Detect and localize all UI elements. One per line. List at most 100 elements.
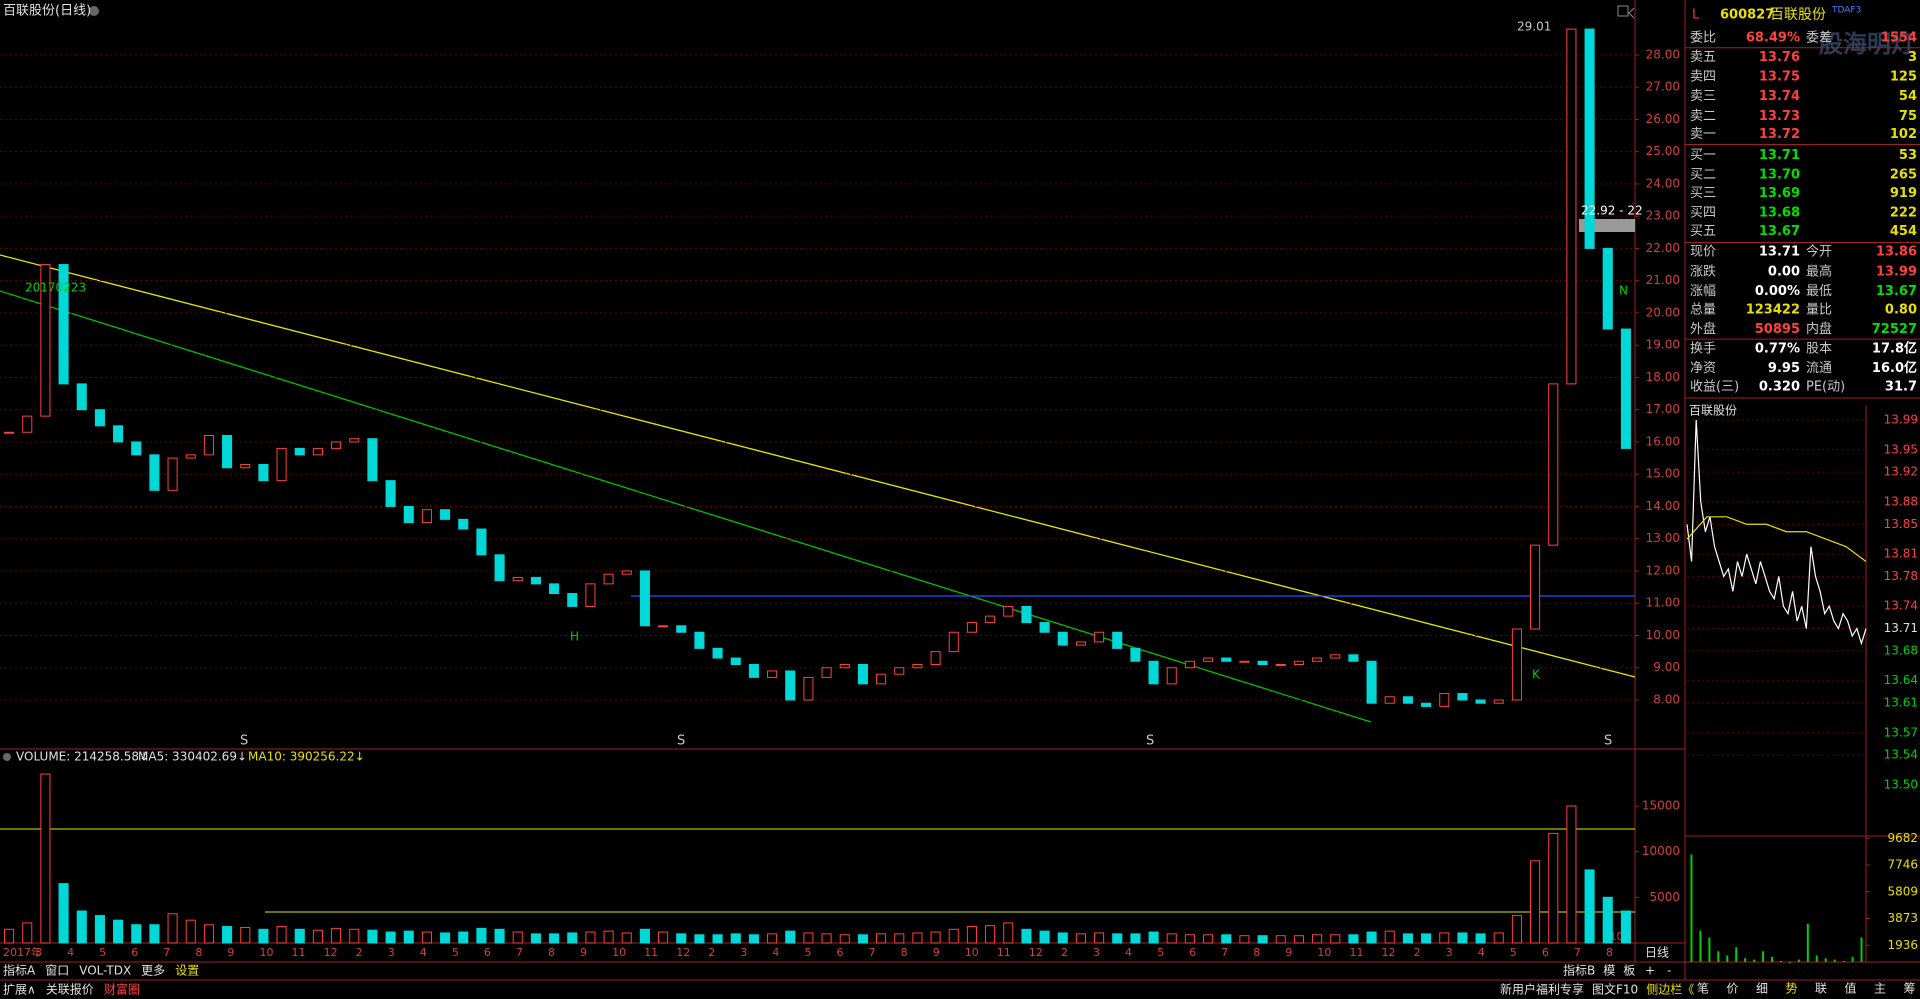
quote-label: 涨跌 bbox=[1690, 263, 1716, 279]
y-tick-label: 13.78 bbox=[1884, 569, 1918, 583]
quote-value: 13.74 bbox=[1759, 89, 1800, 104]
candle bbox=[421, 509, 432, 524]
candle bbox=[1166, 667, 1177, 685]
toolbar-button[interactable]: 指标B bbox=[1563, 963, 1595, 978]
nav-icon[interactable] bbox=[1617, 5, 1629, 17]
toolbar-button[interactable]: 扩展∧ bbox=[3, 983, 36, 997]
volume-bar bbox=[185, 919, 196, 944]
toolbar-button[interactable]: 设置 bbox=[175, 964, 199, 978]
y-tick-label: 9.00 bbox=[1653, 660, 1680, 674]
volume-bar bbox=[1075, 933, 1086, 944]
y-tick-label: 14.00 bbox=[1646, 499, 1680, 513]
side-tab[interactable]: 势 bbox=[1786, 982, 1798, 996]
side-tab[interactable]: 联 bbox=[1815, 982, 1827, 996]
candle bbox=[912, 663, 923, 669]
side-tab[interactable]: 价 bbox=[1727, 982, 1739, 996]
candle bbox=[1348, 654, 1359, 662]
signal-s: S bbox=[1604, 734, 1612, 749]
quote-value: 50895 bbox=[1755, 322, 1800, 337]
candle bbox=[512, 576, 523, 582]
quote-value: 13.71 bbox=[1759, 148, 1800, 163]
volume-bar bbox=[803, 932, 814, 944]
toolbar-button[interactable]: 模 bbox=[1603, 964, 1615, 978]
toolbar-button[interactable]: 更多 bbox=[141, 964, 165, 978]
quote-label: 今开 bbox=[1806, 244, 1832, 260]
volume-bar bbox=[131, 924, 142, 944]
candle bbox=[621, 570, 632, 575]
annotation: 20170223 bbox=[25, 281, 86, 295]
side-tab[interactable]: 筹 bbox=[1904, 982, 1916, 996]
zoom-button[interactable]: - bbox=[1667, 964, 1671, 978]
watermark: 股海明灯 bbox=[1819, 30, 1915, 58]
volume-bar bbox=[349, 928, 360, 944]
title-icon[interactable] bbox=[89, 6, 99, 16]
candle bbox=[966, 622, 977, 633]
volume-bar bbox=[894, 933, 905, 944]
side-tab[interactable]: 主 bbox=[1874, 982, 1886, 996]
quote-label: 涨幅 bbox=[1690, 284, 1716, 299]
x-tick-label: 2 bbox=[356, 946, 363, 959]
side-tab[interactable]: 笔 bbox=[1697, 981, 1709, 996]
x-tick-label: 2 bbox=[1414, 946, 1421, 959]
quote-value: 53 bbox=[1899, 148, 1917, 163]
candle bbox=[1130, 647, 1141, 662]
y-tick-label: 13.95 bbox=[1884, 442, 1918, 456]
volume-legend: MA5: 330402.69↓ bbox=[138, 750, 247, 764]
toolbar-button[interactable]: 指标A bbox=[3, 963, 36, 978]
y-tick-label: 13.81 bbox=[1884, 547, 1918, 561]
volume-bar bbox=[1530, 860, 1541, 944]
x-tick-label: 10 bbox=[259, 946, 273, 959]
volume-bar bbox=[40, 773, 51, 944]
candle bbox=[294, 447, 305, 456]
toolbar-button[interactable]: 板 bbox=[1623, 964, 1635, 978]
volume-bar bbox=[1112, 933, 1123, 944]
volume-bar bbox=[312, 929, 323, 944]
legend-icon[interactable] bbox=[3, 753, 11, 761]
toolbar-button[interactable]: 财富圈 bbox=[104, 982, 140, 997]
candle bbox=[494, 554, 505, 582]
candle bbox=[476, 528, 487, 556]
y-tick-label: 3873 bbox=[1887, 911, 1918, 925]
candle bbox=[876, 673, 887, 685]
tag: TDAF3 bbox=[1831, 6, 1861, 16]
quote-label: 股本 bbox=[1806, 341, 1832, 356]
candle bbox=[803, 676, 814, 701]
volume-bar bbox=[712, 934, 723, 944]
intraday-volume-bar bbox=[1797, 959, 1800, 962]
toolbar-button[interactable]: 侧边栏《 bbox=[1646, 982, 1694, 997]
zoom-button[interactable]: + bbox=[1645, 964, 1655, 978]
toolbar-button[interactable]: 关联报价 bbox=[46, 982, 94, 997]
y-tick-label: 1936 bbox=[1887, 938, 1918, 952]
quote-value: 9.95 bbox=[1768, 361, 1800, 376]
volume-bar bbox=[1602, 896, 1613, 944]
period-label[interactable]: 日线 bbox=[1645, 946, 1669, 960]
x-tick-label: 9 bbox=[1285, 946, 1292, 959]
volume-bar bbox=[676, 933, 687, 944]
side-tab[interactable]: 细 bbox=[1756, 982, 1768, 996]
candle bbox=[203, 434, 214, 456]
toolbar-button[interactable]: 窗口 bbox=[45, 964, 69, 978]
candle bbox=[1184, 660, 1195, 669]
candle bbox=[1602, 247, 1613, 330]
x-tick-label: 6 bbox=[131, 946, 138, 959]
y-tick-label: 10.00 bbox=[1646, 628, 1680, 642]
toolbar-button[interactable]: 新用户福利专享 bbox=[1500, 982, 1584, 997]
candle bbox=[1402, 696, 1413, 704]
intraday-volume-bar bbox=[1779, 960, 1782, 962]
y-tick-label: 21.00 bbox=[1646, 273, 1680, 287]
x-tick-label: 3 bbox=[740, 946, 747, 959]
quote-label: 外盘 bbox=[1690, 321, 1716, 337]
nav-icon[interactable] bbox=[1628, 7, 1635, 19]
quote-value: 75 bbox=[1899, 109, 1917, 124]
y-tick-label: 25.00 bbox=[1646, 144, 1680, 158]
annotation: K bbox=[1532, 668, 1541, 682]
quote-value: 13.68 bbox=[1759, 206, 1800, 221]
y-tick-label: 5000 bbox=[1649, 890, 1680, 904]
candle bbox=[76, 383, 87, 411]
toolbar-button[interactable]: 图文F10 bbox=[1592, 982, 1638, 997]
x-tick-label: 4 bbox=[1125, 946, 1132, 959]
candle bbox=[603, 573, 614, 585]
side-tab[interactable]: 值 bbox=[1845, 981, 1857, 996]
toolbar-button[interactable]: VOL-TDX bbox=[79, 964, 131, 978]
volume-bar bbox=[1366, 931, 1377, 944]
